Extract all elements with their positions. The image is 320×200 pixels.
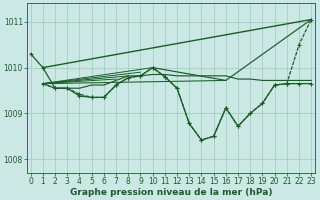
X-axis label: Graphe pression niveau de la mer (hPa): Graphe pression niveau de la mer (hPa)	[70, 188, 272, 197]
